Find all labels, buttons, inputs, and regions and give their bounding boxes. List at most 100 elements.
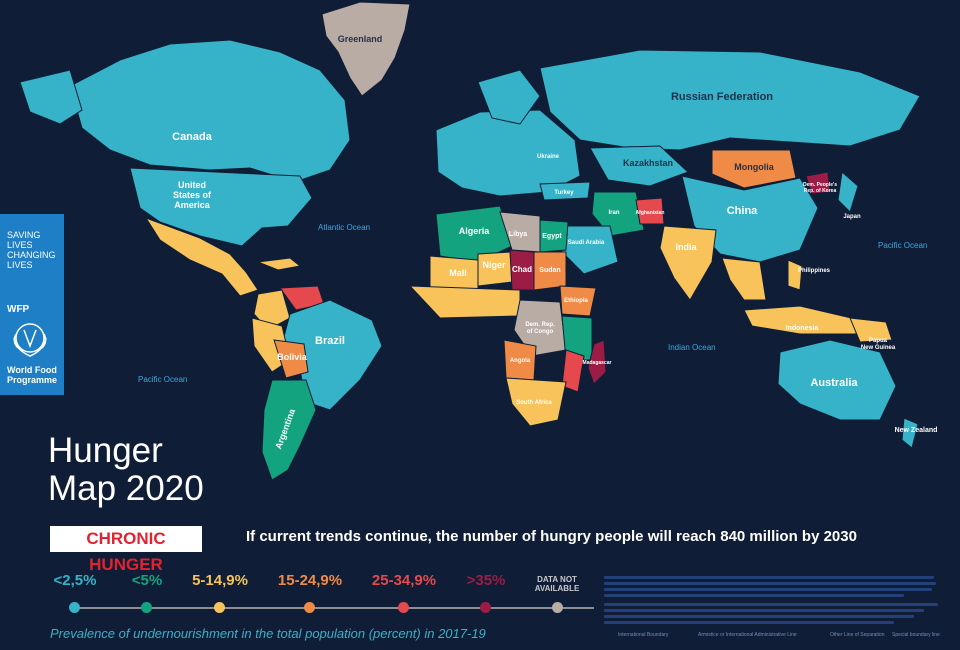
russia-label: Russian Federation [671,91,773,103]
legend-item-2: <5% [122,572,172,589]
usa-label-3: America [174,200,211,210]
madagascar-label: Madagascar [583,360,612,366]
legend-dot-no-data [552,602,563,613]
kazakhstan-label: Kazakhstan [623,158,673,168]
usa-label-1: United [178,180,206,190]
legend-scale-line [74,607,594,609]
philippines-shape [787,259,803,291]
japan-label: Japan [843,214,861,220]
note-line [604,621,894,624]
russia-shape [539,49,921,151]
pacific-ocean-east-label: Pacific Ocean [138,375,187,384]
wfp-slogan: SAVING LIVES CHANGING LIVES [7,230,56,270]
bolivia-label: Bolivia [277,352,308,362]
boundary-other: Other Line of Separation [830,632,885,638]
boundary-international: International Boundary [618,632,669,638]
west-africa-shape [408,285,521,319]
turkey-label: Turkey [554,190,574,196]
saudi-shape [559,225,619,275]
program-line-2: Programme [7,375,58,385]
usa-shape [129,167,313,247]
slogan-line-2: LIVES [7,240,33,250]
nz-shape [901,417,919,449]
dprk-label-1: Dem. People's [803,182,837,188]
boundary-armistice: Armistice or International Administrativ… [698,632,797,638]
pacific-ocean-west-label: Pacific Ocean [878,241,927,250]
legend-item-4: 15-24,9% [270,572,350,589]
note-line [604,615,914,618]
indonesia-shape [743,305,861,335]
china-label: China [727,205,758,217]
mexico-shape [144,217,259,297]
dprk-label-2: Rep. of Korea [804,188,837,194]
iran-shape [591,191,645,237]
canada-shape [69,39,351,183]
saudi-label: Saudi Arabia [568,240,605,246]
legend-label-3: 5-14,9% [192,572,248,589]
ethiopia-label: Ethiopia [564,298,588,304]
wfp-program-name: World Food Programme [7,365,57,385]
mali-label: Mali [449,268,467,278]
canada-label: Canada [172,131,213,143]
slogan-line-4: LIVES [7,260,33,270]
legend-label-6: >35% [466,572,506,589]
australia-shape [777,339,897,421]
scandinavia-shape [477,69,541,125]
no-data-line-1: DATA NOT [537,575,577,584]
seasia-shape [721,257,767,301]
alaska-shape [19,69,83,125]
niger-label: Niger [482,260,506,270]
madagascar-shape [587,339,607,385]
legend-item-5: 25-34,9% [364,572,444,589]
note-line [604,582,936,585]
program-line-1: World Food [7,365,57,375]
boundary-legend: International Boundary Armistice or Inte… [604,632,944,642]
chronic-hunger-badge: CHRONIC HUNGER [50,526,202,574]
mongolia-shape [711,149,797,189]
argentina-shape [261,379,317,481]
central-africa-shape [513,299,567,357]
note-line [604,603,938,606]
chad-label: Chad [512,265,532,274]
philippines-label: Philippines [798,268,831,274]
turkey-shape [539,181,591,201]
legend-label-1: <2,5% [53,572,97,589]
legend-label-2: <5% [131,572,163,589]
wfp-emblem-icon [13,323,47,357]
southern-africa-shape [505,377,567,427]
india-label: India [675,242,697,252]
bolivia-shape [273,339,309,379]
indonesia-label: Indonesia [786,325,819,332]
japan-shape [837,171,859,213]
kazakhstan-shape [589,145,689,187]
drc-label-1: Dem. Rep. [525,322,555,328]
wfp-acronym: WFP [7,304,30,315]
title-line-2: Map 2020 [48,469,204,508]
dprk-shape [805,171,831,195]
new-zealand-label: New Zealand [895,427,938,434]
legend-no-data: DATA NOT AVAILABLE [524,575,590,593]
note-line [604,609,924,612]
slogan-line-1: SAVING [7,230,41,240]
colombia-shape [253,289,291,331]
egypt-shape [539,219,569,253]
indian-ocean-label: Indian Ocean [668,343,716,352]
greenland-shape [321,1,411,97]
legend-dot-1 [69,602,80,613]
map-title: Hunger Map 2020 [48,432,204,508]
angola-label: Angola [510,358,531,364]
papua-shape [849,317,893,343]
legend-caption: Prevalence of undernourishment in the to… [50,626,486,641]
caribbean-shape [257,257,302,271]
headline-text: If current trends continue, the number o… [246,528,857,545]
legend-item-6: >35% [458,572,514,589]
mozambique-shape [561,349,585,393]
wfp-logo-panel: SAVING LIVES CHANGING LIVES WFP World Fo… [0,214,64,395]
iran-label: Iran [608,210,619,216]
legend-item-3: 5-14,9% [184,572,256,589]
boundary-special: Special boundary line [892,632,940,638]
libya-label: Libya [509,231,527,238]
algeria-label: Algeria [459,226,491,236]
usa-label-2: States of [173,190,212,200]
